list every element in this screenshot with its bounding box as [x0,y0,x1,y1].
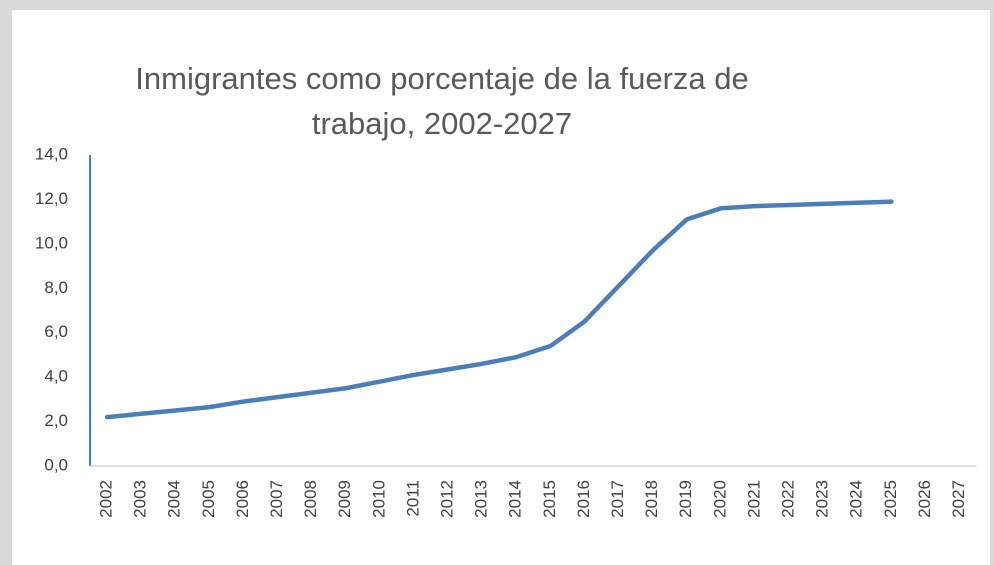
x-tick-label: 2018 [642,480,661,518]
x-tick-label: 2005 [199,480,218,518]
chart-title: Inmigrantes como porcentaje de la fuerza… [135,61,749,141]
x-tick-label: 2002 [97,480,116,518]
y-tick-label: 12,0 [35,189,68,208]
x-tick-label: 2007 [267,480,286,518]
y-tick-label: 0,0 [44,455,68,474]
x-tick-label: 2020 [710,480,729,518]
y-tick-label: 4,0 [44,367,68,386]
x-tick-label: 2025 [881,480,900,518]
x-tick-label: 2012 [438,480,457,518]
x-tick-label: 2008 [301,480,320,518]
x-tick-label: 2016 [574,480,593,518]
x-tick-label: 2013 [472,480,491,518]
data-line [104,199,894,420]
x-tick-label: 2017 [608,480,627,518]
y-tick-label: 14,0 [35,144,68,163]
x-tick-label: 2003 [131,480,150,518]
x-tick-label: 2015 [540,480,559,518]
y-tick-label: 2,0 [44,411,68,430]
x-tick-label: 2024 [847,480,866,518]
x-tick-label: 2006 [233,480,252,518]
x-tick-label: 2019 [676,480,695,518]
x-tick-label: 2027 [949,480,968,518]
x-tick-label: 2023 [813,480,832,518]
x-tick-label: 2014 [506,480,525,518]
x-tick-label: 2011 [403,480,422,517]
x-tick-label: 2009 [335,480,354,518]
chart-panel [12,10,990,565]
x-tick-label: 2010 [369,480,388,518]
x-tick-label: 2022 [779,480,798,518]
y-tick-label: 8,0 [44,278,68,297]
x-tick-label: 2004 [165,480,184,518]
y-tick-label: 6,0 [44,322,68,341]
x-tick-label: 2026 [915,480,934,518]
y-tick-label: 10,0 [35,233,68,252]
x-tick-label: 2021 [744,480,763,518]
